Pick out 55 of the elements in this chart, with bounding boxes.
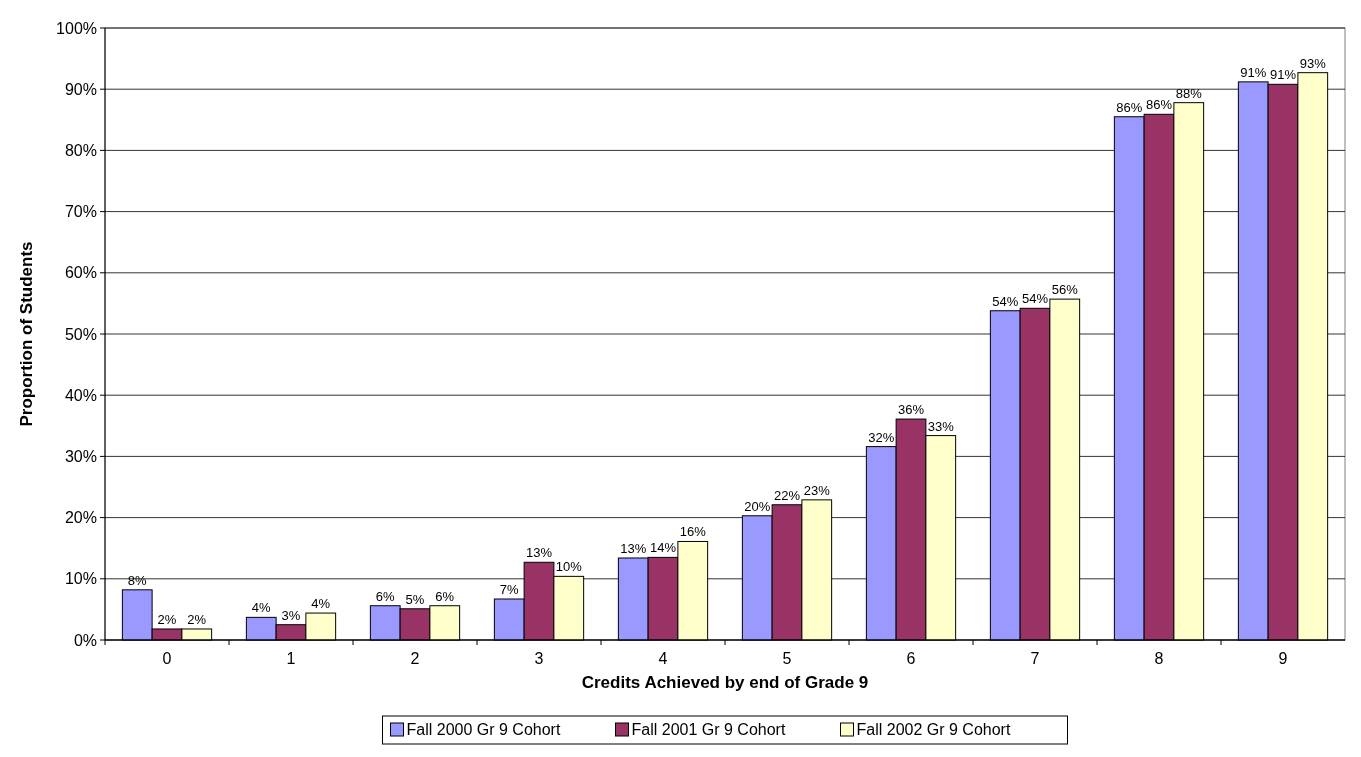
data-label: 23% <box>803 482 831 498</box>
y-axis-title: Proportion of Students <box>17 241 36 427</box>
y-tick-label: 0% <box>73 631 97 649</box>
data-label: 20% <box>744 498 771 514</box>
data-label: 13% <box>525 545 553 561</box>
y-tick-label: 70% <box>64 203 97 221</box>
y-tick-label: 90% <box>64 80 97 98</box>
data-label: 5% <box>405 591 425 607</box>
data-label: 2% <box>187 611 207 627</box>
x-tick-label: 6 <box>906 650 916 667</box>
data-label: 86% <box>1116 99 1143 115</box>
x-tick-label: 9 <box>1278 650 1288 667</box>
x-tick-label: 8 <box>1154 650 1164 667</box>
data-label: 16% <box>679 524 707 540</box>
data-label: 3% <box>281 607 301 623</box>
data-label: 88% <box>1175 85 1203 101</box>
x-tick-label: 1 <box>286 650 296 667</box>
data-label: 7% <box>499 582 520 597</box>
x-axis-title: Credits Achieved by end of Grade 9 <box>581 673 869 692</box>
data-label: 10% <box>555 559 583 575</box>
data-label: 14% <box>649 540 677 556</box>
data-label: 32% <box>868 429 895 445</box>
data-label: 54% <box>1021 291 1049 307</box>
x-tick-label: 5 <box>782 650 792 667</box>
data-label: 4% <box>251 600 272 616</box>
data-label: 6% <box>375 588 396 604</box>
data-label: 22% <box>773 487 801 503</box>
data-label: 13% <box>620 540 647 556</box>
data-label: 56% <box>1051 282 1079 298</box>
legend-label: Fall 2000 Gr 9 Cohort <box>406 721 561 738</box>
y-tick-label: 20% <box>64 509 97 527</box>
y-tick-label: 60% <box>64 264 97 282</box>
x-tick-label: 0 <box>162 650 172 667</box>
x-tick-label: 4 <box>658 650 668 667</box>
data-label: 4% <box>311 596 331 612</box>
x-tick-label: 7 <box>1030 650 1040 667</box>
data-label: 6% <box>435 588 455 604</box>
data-label: 86% <box>1145 97 1173 113</box>
y-tick-label: 50% <box>64 325 97 343</box>
legend-label: Fall 2001 Gr 9 Cohort <box>631 721 786 738</box>
data-label: 91% <box>1269 67 1297 83</box>
data-label: 2% <box>157 611 177 627</box>
y-tick-label: 40% <box>64 386 97 404</box>
data-label: 91% <box>1240 64 1267 80</box>
x-tick-label: 3 <box>534 650 544 667</box>
legend-label: Fall 2002 Gr 9 Cohort <box>856 721 1011 738</box>
data-label: 54% <box>992 293 1019 309</box>
y-tick-label: 30% <box>64 448 97 465</box>
y-tick-label: 80% <box>64 142 97 159</box>
y-tick-label: 10% <box>64 570 97 588</box>
y-tick-label: 100% <box>56 19 97 37</box>
data-label: 36% <box>897 402 925 418</box>
data-label: 33% <box>927 418 955 434</box>
data-label: 93% <box>1299 55 1327 71</box>
x-tick-label: 2 <box>410 650 420 667</box>
